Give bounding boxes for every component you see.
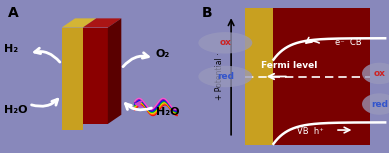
Text: B: B [202,6,213,20]
Text: O₂: O₂ [156,49,170,59]
Polygon shape [83,28,108,124]
Text: A: A [8,6,18,20]
Text: VB  h⁺: VB h⁺ [296,127,323,136]
Text: Fermi level: Fermi level [261,61,317,70]
Ellipse shape [198,32,252,54]
Text: + Potential ·: + Potential · [215,53,224,100]
Text: red: red [371,100,388,108]
Ellipse shape [362,93,389,115]
Polygon shape [245,8,273,145]
Polygon shape [273,8,385,145]
Text: ox: ox [373,69,385,78]
Text: e⁻  CB: e⁻ CB [335,38,362,47]
Polygon shape [83,18,121,28]
Text: red: red [217,72,234,81]
Ellipse shape [198,66,252,87]
Polygon shape [196,8,245,145]
Ellipse shape [362,63,389,84]
Text: H₂O: H₂O [4,105,27,115]
Polygon shape [61,18,96,28]
Polygon shape [108,18,121,124]
Polygon shape [370,8,389,145]
Text: H₂O: H₂O [156,107,179,117]
Text: H₂: H₂ [4,44,18,54]
Text: ox: ox [219,38,231,47]
Polygon shape [61,28,83,130]
